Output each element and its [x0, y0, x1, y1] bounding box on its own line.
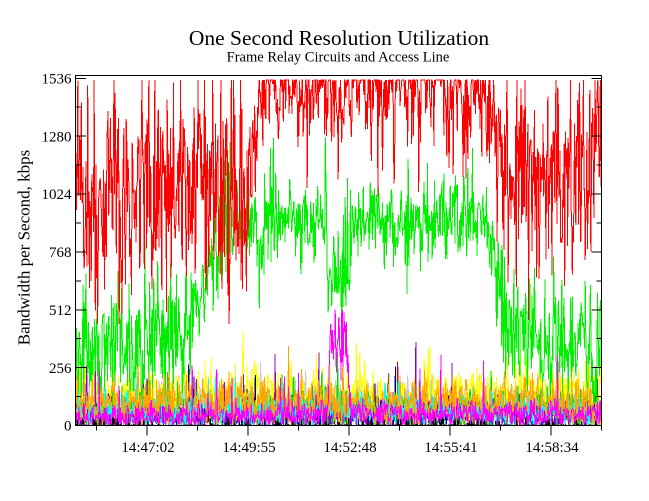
svg-text:14:52:48: 14:52:48 — [323, 440, 376, 456]
svg-text:1024: 1024 — [42, 187, 73, 203]
svg-text:256: 256 — [49, 361, 72, 377]
svg-text:Frame Relay Circuits and Acces: Frame Relay Circuits and Access Line — [227, 50, 450, 66]
svg-text:1536: 1536 — [42, 72, 73, 88]
svg-text:0: 0 — [64, 419, 72, 435]
svg-text:768: 768 — [49, 245, 72, 261]
svg-text:14:55:41: 14:55:41 — [424, 440, 477, 456]
svg-text:512: 512 — [49, 303, 72, 319]
svg-text:Bandwidth per Second, kbps: Bandwidth per Second, kbps — [15, 150, 34, 345]
svg-text:1280: 1280 — [42, 129, 72, 145]
svg-text:14:58:34: 14:58:34 — [525, 440, 579, 456]
svg-text:14:49:55: 14:49:55 — [222, 440, 275, 456]
svg-text:One Second Resolution Utilizat: One Second Resolution Utilization — [189, 26, 490, 50]
svg-text:14:47:02: 14:47:02 — [121, 440, 174, 456]
